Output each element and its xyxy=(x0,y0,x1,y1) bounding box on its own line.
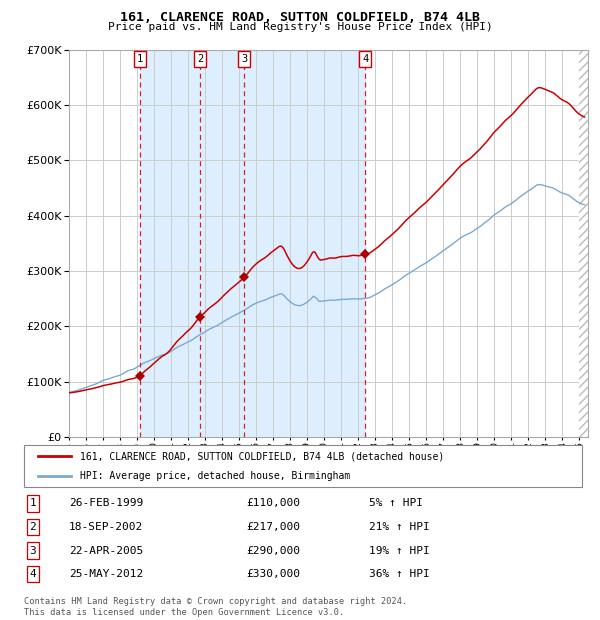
Text: 18-SEP-2002: 18-SEP-2002 xyxy=(69,522,143,532)
Text: 4: 4 xyxy=(29,569,37,579)
Text: £217,000: £217,000 xyxy=(246,522,300,532)
Bar xyxy=(580,50,600,437)
Text: HPI: Average price, detached house, Birmingham: HPI: Average price, detached house, Birm… xyxy=(80,471,350,481)
Text: 2: 2 xyxy=(197,54,203,64)
FancyBboxPatch shape xyxy=(24,445,582,487)
Text: 21% ↑ HPI: 21% ↑ HPI xyxy=(369,522,430,532)
Text: 19% ↑ HPI: 19% ↑ HPI xyxy=(369,546,430,556)
Text: 25-MAY-2012: 25-MAY-2012 xyxy=(69,569,143,579)
Text: Contains HM Land Registry data © Crown copyright and database right 2024.
This d: Contains HM Land Registry data © Crown c… xyxy=(24,598,407,617)
Text: 5% ↑ HPI: 5% ↑ HPI xyxy=(369,498,423,508)
Text: Price paid vs. HM Land Registry's House Price Index (HPI): Price paid vs. HM Land Registry's House … xyxy=(107,22,493,32)
Text: £330,000: £330,000 xyxy=(246,569,300,579)
Text: 3: 3 xyxy=(241,54,248,64)
Text: 4: 4 xyxy=(362,54,368,64)
Text: 26-FEB-1999: 26-FEB-1999 xyxy=(69,498,143,508)
Text: £290,000: £290,000 xyxy=(246,546,300,556)
Text: 3: 3 xyxy=(29,546,37,556)
Text: 1: 1 xyxy=(136,54,143,64)
Text: £110,000: £110,000 xyxy=(246,498,300,508)
Text: 1: 1 xyxy=(29,498,37,508)
Text: 36% ↑ HPI: 36% ↑ HPI xyxy=(369,569,430,579)
Text: 2: 2 xyxy=(29,522,37,532)
Text: 161, CLARENCE ROAD, SUTTON COLDFIELD, B74 4LB (detached house): 161, CLARENCE ROAD, SUTTON COLDFIELD, B7… xyxy=(80,451,444,461)
Bar xyxy=(580,50,600,437)
Bar xyxy=(140,50,365,437)
Text: 22-APR-2005: 22-APR-2005 xyxy=(69,546,143,556)
Text: 161, CLARENCE ROAD, SUTTON COLDFIELD, B74 4LB: 161, CLARENCE ROAD, SUTTON COLDFIELD, B7… xyxy=(120,11,480,24)
